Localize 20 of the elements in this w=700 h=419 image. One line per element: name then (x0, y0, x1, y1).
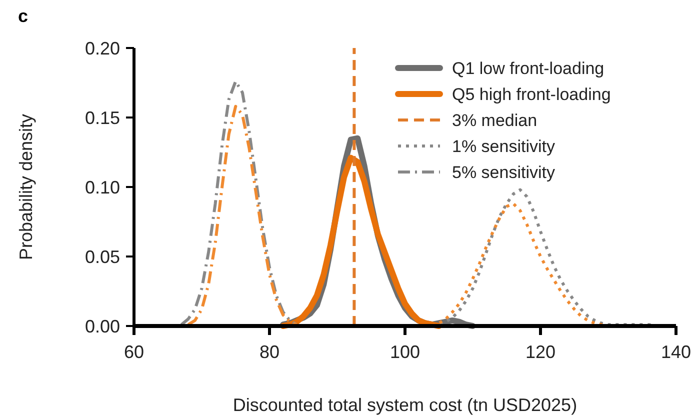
legend-label: 5% sensitivity (452, 162, 556, 182)
y-tick-label: 0.10 (84, 177, 120, 198)
legend-label: Q1 low front-loading (452, 58, 604, 78)
x-tick-label: 120 (525, 342, 556, 362)
x-tick-label: 80 (259, 342, 280, 362)
legend-label: Q5 high front-loading (452, 84, 611, 104)
y-tick-label: 0.20 (84, 38, 120, 58)
x-tick-label: 100 (390, 342, 420, 362)
line-series (186, 104, 298, 326)
x-tick-label: 140 (660, 342, 692, 362)
y-tick-label: 0.05 (84, 246, 120, 267)
legend-label: 3% median (452, 110, 538, 130)
legend-label: 1% sensitivity (452, 136, 556, 156)
y-tick-label: 0.15 (84, 108, 120, 128)
y-axis-title: Probability density (16, 114, 36, 260)
line-series (180, 80, 298, 326)
chart-title: c (18, 6, 28, 26)
y-tick-label: 0.00 (84, 316, 120, 336)
x-axis-title: Discounted total system cost (tn USD2025) (232, 395, 578, 415)
x-tick-label: 60 (124, 342, 144, 362)
